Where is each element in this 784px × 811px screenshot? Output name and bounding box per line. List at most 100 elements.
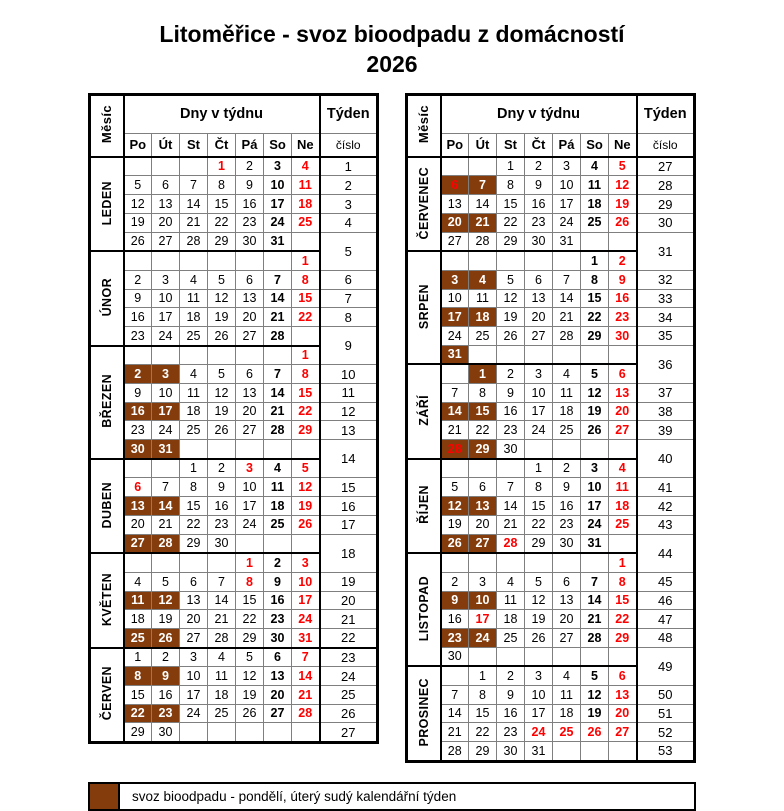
day-cell: 11 [552, 383, 581, 403]
day-cell: 20 [608, 401, 637, 422]
day-cell: 3 [524, 363, 553, 385]
empty-day-cell [440, 665, 469, 687]
empty-day-cell [207, 344, 236, 366]
week-number-cell: 27 [635, 155, 695, 177]
day-cell: 23 [608, 307, 637, 327]
day-cell: 21 [207, 609, 236, 629]
empty-day-cell [468, 155, 497, 177]
collection-day-cell: 3 [440, 269, 469, 290]
day-name-header: Po [123, 132, 152, 158]
day-cell: 16 [235, 194, 264, 214]
day-cell: 11 [179, 383, 208, 403]
empty-day-cell [440, 155, 469, 177]
calendar-week-row: 14 15 16 17 18 19 20 38 [407, 401, 695, 422]
table-header: Měsíc Dny v týdnu Týden Po Út St Čt Pá So Ne číslo [89, 93, 378, 158]
calendar-week-row: 13 14 15 16 17 18 19 29 [407, 194, 695, 214]
day-cell: 12 [524, 590, 553, 611]
day-cell: 23 [263, 609, 292, 629]
calendar-week-row: 23 24 25 26 27 28 9 [90, 325, 378, 366]
day-cell: 31 [580, 533, 609, 554]
day-cell: 1 [608, 552, 637, 573]
empty-day-cell [524, 646, 553, 667]
day-cell: 30 [263, 627, 292, 649]
calendar-week-row: 11 12 13 14 15 16 17 20 [90, 590, 378, 611]
collection-day-cell: 25 [123, 627, 152, 649]
week-number-cell: 25 [318, 685, 378, 705]
day-cell: 11 [468, 288, 497, 309]
day-cell: 5 [608, 155, 637, 177]
collection-day-cell: 27 [468, 533, 497, 554]
day-cell: 26 [580, 420, 609, 441]
day-cell: 5 [524, 571, 553, 592]
empty-day-cell [291, 231, 320, 252]
day-cell: 20 [608, 703, 637, 724]
calendar-week-row: DUBEN 1 2 3 4 5 [89, 457, 378, 554]
empty-day-cell [524, 250, 553, 271]
day-cell: 8 [524, 477, 553, 498]
month-column-header: Měsíc [89, 93, 125, 158]
day-cell: 23 [123, 325, 152, 347]
empty-day-cell [263, 344, 292, 366]
calendar-week-row: 30 31 14 [90, 439, 378, 479]
day-cell: 29 [179, 533, 208, 554]
empty-day-cell [263, 439, 292, 460]
holiday-day-cell: 25 [552, 722, 581, 743]
month-label-text: PROSINEC [416, 678, 431, 747]
day-cell: 2 [496, 665, 525, 687]
day-cell: 7 [440, 383, 469, 403]
day-cell: 11 [179, 288, 208, 309]
day-cell: 6 [263, 646, 292, 668]
calendar-week-row: 17 18 19 20 21 22 23 34 [407, 307, 695, 327]
week-column-header: Týden [318, 93, 378, 134]
day-cell: 14 [552, 288, 581, 309]
collection-day-cell: 8 [123, 666, 152, 687]
month-label: PROSINEC [406, 665, 442, 762]
day-cell: 27 [440, 231, 469, 252]
collection-color-swatch [90, 783, 120, 809]
day-cell: 30 [440, 646, 469, 667]
day-name-header: Út [151, 132, 180, 158]
day-cell: 20 [235, 401, 264, 422]
day-cell: 20 [263, 685, 292, 705]
empty-day-cell [123, 344, 152, 366]
day-cell: 29 [468, 741, 497, 762]
day-cell: 13 [440, 194, 469, 214]
day-cell: 24 [552, 212, 581, 233]
day-cell: 22 [179, 514, 208, 535]
day-cell: 2 [496, 363, 525, 385]
day-cell: 7 [263, 364, 292, 385]
day-cell: 22 [496, 212, 525, 233]
month-label: ÚNOR [89, 250, 125, 347]
day-cell: 26 [123, 231, 152, 252]
empty-day-cell [291, 722, 320, 744]
day-cell: 2 [608, 250, 637, 271]
week-number-cell: 29 [635, 194, 695, 214]
day-cell: 1 [179, 457, 208, 479]
empty-day-cell [580, 231, 609, 252]
day-cell: 10 [524, 685, 553, 705]
week-number-cell: 49 [635, 646, 695, 687]
day-cell: 2 [207, 457, 236, 479]
week-number-cell: 45 [635, 571, 695, 592]
day-cell: 12 [123, 194, 152, 214]
day-cell: 3 [552, 155, 581, 177]
calendar-week-row: 23 24 25 26 27 28 29 48 [407, 627, 695, 648]
day-cell: 2 [552, 457, 581, 479]
day-cell: 14 [291, 666, 320, 687]
calendar-week-row: ÚNOR 1 [89, 250, 378, 347]
empty-day-cell [151, 155, 180, 177]
empty-day-cell [608, 533, 637, 554]
calendar-week-row: 19 20 21 22 23 24 25 4 [90, 212, 378, 233]
day-cell: 17 [524, 703, 553, 724]
calendar-week-row: 12 13 14 15 16 17 18 42 [407, 496, 695, 516]
day-cell: 10 [580, 477, 609, 498]
day-cell: 7 [207, 571, 236, 592]
day-cell: 7 [552, 269, 581, 290]
day-cell: 23 [524, 212, 553, 233]
day-cell: 15 [608, 590, 637, 611]
day-cell: 26 [291, 514, 320, 535]
empty-day-cell [552, 344, 581, 365]
calendar-week-row: BŘEZEN 1 [89, 344, 378, 460]
day-cell: 31 [291, 627, 320, 649]
collection-day-cell: 30 [123, 439, 152, 460]
